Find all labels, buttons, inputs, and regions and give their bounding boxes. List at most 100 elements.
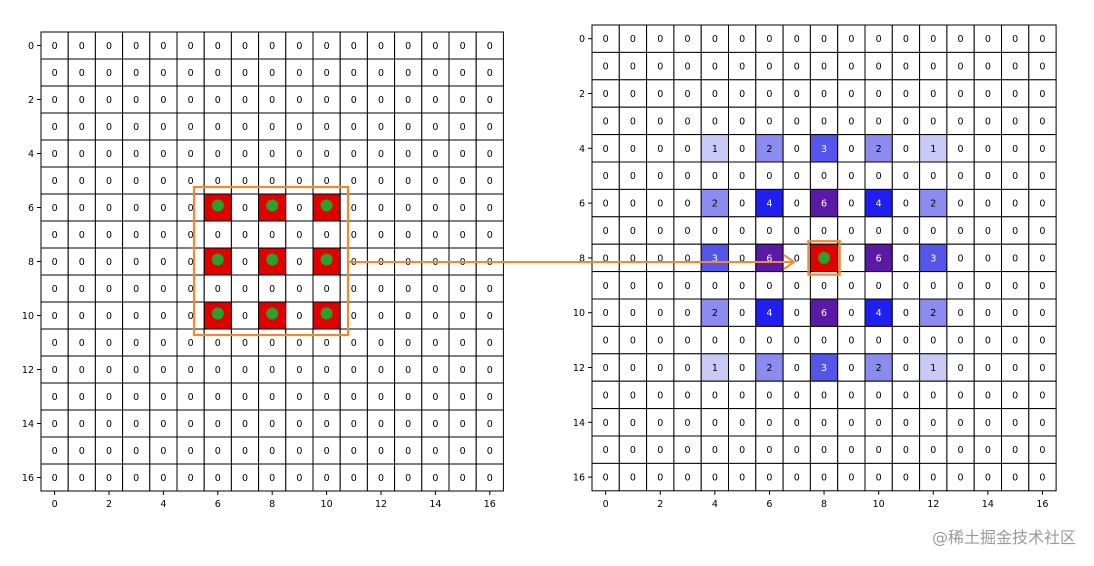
cell-value: 6 [821,199,827,210]
grid-cell [919,243,948,273]
grid-cell [203,220,232,249]
cell-value: 0 [876,171,882,182]
cell-value: 0 [242,68,248,79]
cell-value: 0 [848,144,854,155]
grid-cell [339,463,368,492]
cell-value: 0 [188,446,194,457]
y-tick-label: 12 [22,365,34,376]
grid-cell [728,51,757,81]
cell-value: 0 [405,284,411,295]
cell-value: 0 [848,253,854,264]
cell-value: 0 [766,89,772,100]
cell-value: 0 [903,445,909,456]
cell-value: 0 [378,230,384,241]
right-grid: 0 0 0 0 0 0 0 0 0 0 0 0 0 0 0 0 0 0 0 0 0 0 0 0 0 0 0 0 0 0 0 0 0 0 0 0 0 0 0 0… [573,24,1057,510]
cell-value: 0 [821,418,827,429]
grid-cell [755,24,784,53]
cell-value: 3 [821,363,827,374]
cell-value: 0 [794,62,800,73]
cell-value: 0 [160,149,166,160]
grid-cell [782,51,811,81]
cell-value: 0 [985,89,991,100]
grid-cell [339,328,368,357]
grid-cell [1028,24,1057,53]
cell-value: 0 [487,419,493,430]
cell-value: 0 [405,311,411,322]
grid-cell [673,216,702,245]
cell-value: 0 [766,34,772,45]
grid-cell [122,139,151,168]
cell-value: 0 [242,311,248,322]
cell-value: 0 [378,311,384,322]
grid-cell [1028,271,1057,300]
cell-value: 0 [1012,390,1018,401]
cell-value: 0 [378,68,384,79]
cell-value: 0 [324,473,330,484]
grid-cell [755,435,784,464]
cell-value: 0 [324,95,330,106]
grid-cell [864,298,893,327]
grid-cell [366,193,396,222]
grid-cell [646,188,675,218]
cell-value: 0 [876,473,882,484]
cell-value: 0 [821,89,827,100]
grid-cell [475,382,504,411]
cell-value: 0 [1039,34,1045,45]
grid-cell [700,216,730,245]
cell-value: 0 [133,149,139,160]
grid-cell [946,325,975,355]
grid-cell [837,353,866,382]
cell-value: 0 [487,122,493,133]
grid-cell [618,161,648,190]
grid-cell [285,355,314,384]
grid-cell [448,112,477,141]
grid-cell [591,435,620,464]
cell-value: 0 [903,336,909,347]
grid-cell [919,216,948,245]
cell-value: 0 [1039,473,1045,484]
grid-cell [891,51,921,81]
overlays [192,185,841,337]
grid-cell [67,85,96,114]
cell-value: 0 [269,446,275,457]
grid-cell [421,112,450,141]
x-tick-label: 16 [1036,499,1048,510]
grid-cell [700,79,730,108]
grid-cell [919,24,948,53]
grid-cell [591,79,620,108]
cell-value: 0 [133,41,139,52]
x-tick-label: 2 [106,499,112,510]
cell-value: 0 [378,95,384,106]
arrow-head [783,254,796,270]
grid-cell [728,298,757,327]
cell-value: 0 [351,284,357,295]
cell-value: 0 [432,122,438,133]
cell-value: 0 [685,473,691,484]
grid-cell [891,216,921,245]
cell-value: 0 [685,116,691,127]
cell-value: 0 [133,68,139,79]
grid-cell [285,193,314,222]
cell-value: 0 [296,41,302,52]
grid-cell [782,161,811,190]
grid-cell [919,161,948,190]
cell-value: 0 [351,95,357,106]
cell-value: 0 [324,149,330,160]
cell-value: 0 [215,392,221,403]
cell-value: 0 [106,338,112,349]
grid-cell [891,408,921,437]
grid-cell [946,271,975,300]
grid-cell [366,112,396,141]
cell-value: 0 [685,253,691,264]
cell-value: 0 [405,95,411,106]
cell-value: 0 [1039,116,1045,127]
cell-value: 0 [930,171,936,182]
cell-value: 0 [296,203,302,214]
cell-value: 0 [460,473,466,484]
cell-value: 0 [1012,116,1018,127]
grid-cell [755,271,784,300]
cell-value: 0 [903,199,909,210]
grid-cell [285,166,314,195]
grid-cell [475,436,504,465]
cell-value: 0 [930,390,936,401]
